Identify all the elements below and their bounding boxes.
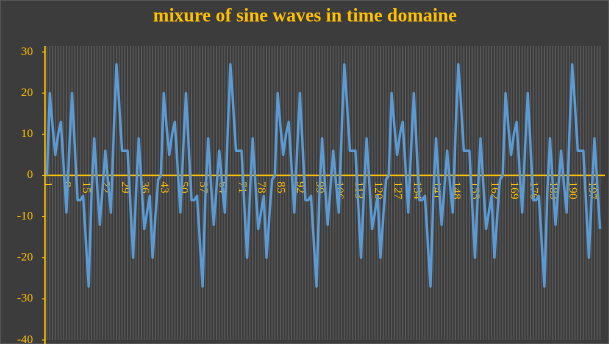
y-tick-label: 10	[21, 126, 33, 140]
x-tick-label: 43	[158, 181, 172, 193]
chart-title: mixure of sine waves in time domaine	[153, 5, 457, 26]
y-tick-label: 0	[27, 167, 33, 181]
x-tick-label: 57	[197, 181, 211, 193]
x-tick-label: 176	[528, 181, 542, 199]
y-tick-label: -10	[17, 208, 33, 222]
data-line	[45, 63, 602, 288]
x-tick-label: 120	[372, 181, 386, 199]
x-tick-label: 127	[391, 181, 405, 199]
x-tick-label: 1	[41, 181, 55, 187]
y-tick-label: 30	[21, 44, 33, 58]
x-tick-label: 190	[566, 181, 580, 199]
x-tick-label: 169	[508, 181, 522, 199]
y-tick-label: -40	[17, 332, 33, 344]
y-tick-label: -20	[17, 249, 33, 263]
y-tick-label: -30	[17, 291, 33, 305]
x-tick-label: 78	[255, 181, 269, 193]
y-tick-label: 20	[21, 85, 33, 99]
x-tick-label: 85	[275, 181, 289, 193]
